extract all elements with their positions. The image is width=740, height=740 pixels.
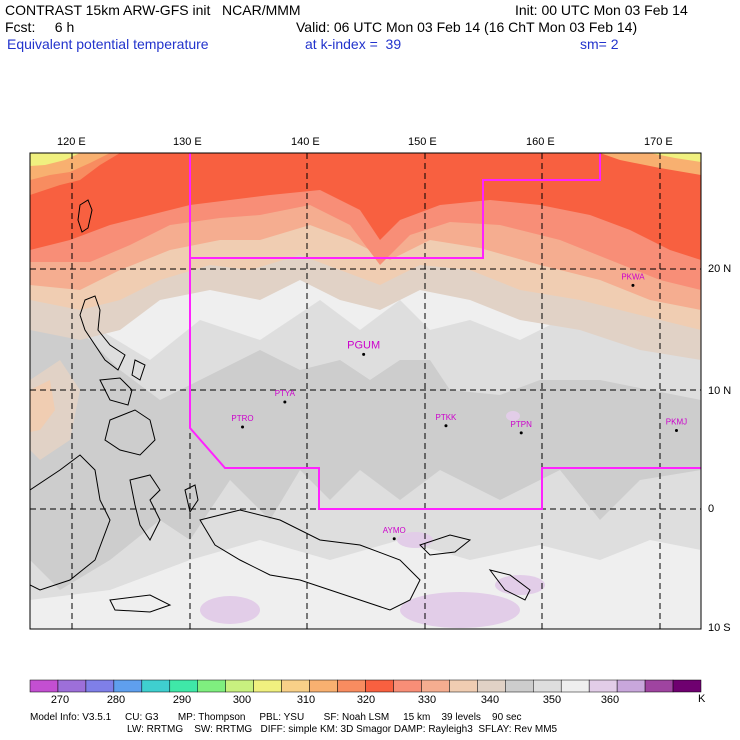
map-frame xyxy=(29,152,702,630)
halmahera-coastline xyxy=(184,484,199,514)
visayas-coastline xyxy=(99,359,146,406)
region-boundary xyxy=(189,153,701,510)
colorbar-label: 310 xyxy=(296,694,316,706)
station-marker xyxy=(674,429,678,433)
valid-time: Valid: 06 UTC Mon 03 Feb 14 (16 ChT Mon … xyxy=(296,19,638,35)
colorbar-swatch xyxy=(141,679,171,693)
station-marker xyxy=(241,425,245,429)
colorbar-swatch xyxy=(672,679,702,693)
colorbar-label: 280 xyxy=(106,694,126,706)
colorbar-swatch xyxy=(616,679,646,693)
solomon-coastline xyxy=(488,569,531,601)
lat-tick: 10 N xyxy=(708,385,732,397)
colorbar-label: 320 xyxy=(356,694,376,706)
taiwan-coastline xyxy=(77,199,93,233)
station-label: PTRO xyxy=(231,414,253,423)
colorbar-swatch xyxy=(337,679,366,693)
model-info-line1: Model Info: V3.5.1 CU: G3 MP: Thompson P… xyxy=(30,712,522,723)
coastlines xyxy=(30,199,531,613)
colorbar-label: 340 xyxy=(480,694,500,706)
colorbar-label: 290 xyxy=(172,694,192,706)
field-band-320 xyxy=(30,153,701,180)
colorbar-label: 360 xyxy=(600,694,620,706)
colorbar-swatch xyxy=(29,679,59,693)
colorbar-swatch xyxy=(57,679,87,693)
forecast-hour: Fcst: 6 h xyxy=(5,19,75,35)
new-guinea-coastline xyxy=(199,509,421,611)
field-band-350 xyxy=(30,290,701,590)
colorbar-swatch xyxy=(365,679,394,693)
lon-tick: 150 E xyxy=(408,136,437,148)
mindanao-coastline xyxy=(104,409,156,456)
station-marker xyxy=(283,400,287,404)
colorbar-swatch xyxy=(421,679,450,693)
init-time: Init: 00 UTC Mon 03 Feb 14 xyxy=(515,2,688,18)
field-patch-340 xyxy=(30,380,55,432)
field-band-360-south xyxy=(30,540,701,629)
lon-tick: 120 E xyxy=(57,136,86,148)
station-label: PTPN xyxy=(511,420,533,429)
field-name: Equivalent potential temperature xyxy=(7,36,209,52)
model-info-line2: LW: RRTMG SW: RRTMG DIFF: simple KM: 3D … xyxy=(127,724,558,735)
station-label: AYMO xyxy=(383,526,406,535)
new-britain-coastline xyxy=(419,534,472,556)
colorbar-label: 300 xyxy=(232,694,252,706)
colorbar-label: 350 xyxy=(542,694,562,706)
colorbar-swatch xyxy=(644,679,674,693)
colorbar-swatch xyxy=(393,679,422,693)
field-patch-365 xyxy=(506,411,520,421)
station-label: PKMJ xyxy=(666,418,687,427)
colorbar xyxy=(29,679,702,693)
colorbar-unit: K xyxy=(698,693,706,705)
colorbar-swatch xyxy=(449,679,478,693)
colorbar-swatch xyxy=(533,679,562,693)
lat-tick: 10 S xyxy=(708,622,731,634)
station-label: PGUM xyxy=(347,339,380,351)
colorbar-swatch xyxy=(505,679,534,693)
colorbar-swatch xyxy=(588,679,618,693)
station-label: PKWA xyxy=(621,272,645,281)
colorbar-swatch xyxy=(477,679,506,693)
lat-tick: 0 xyxy=(708,503,715,515)
theta-e-field xyxy=(30,153,701,629)
station-marker xyxy=(444,424,448,428)
lat-tick: 20 N xyxy=(708,263,732,275)
colorbar-swatch xyxy=(169,679,199,693)
colorbar-swatch xyxy=(85,679,115,693)
station-marker xyxy=(519,431,523,435)
title-line: CONTRAST 15km ARW-GFS init NCAR/MMM xyxy=(5,2,301,18)
colorbar-swatch xyxy=(309,679,338,693)
colorbar-label: 270 xyxy=(50,694,70,706)
lon-tick: 130 E xyxy=(173,136,202,148)
smoothing-label: sm= 2 xyxy=(580,36,619,52)
colorbar-swatch xyxy=(281,679,310,693)
sulawesi-coastline xyxy=(129,474,161,541)
borneo-coastline xyxy=(30,454,111,591)
station-label: PTKK xyxy=(436,413,458,422)
field-patch-365 xyxy=(400,592,520,628)
lon-tick: 160 E xyxy=(526,136,555,148)
colorbar-swatch xyxy=(253,679,282,693)
colorbar-label: 330 xyxy=(417,694,437,706)
lon-tick: 140 E xyxy=(291,136,320,148)
station-layer: PGUM PTYA PTRO PTKK PTPN PKWA PKMJ AYMO xyxy=(231,272,687,541)
colorbar-swatch xyxy=(560,679,590,693)
station-marker xyxy=(362,352,366,356)
station-label: PTYA xyxy=(275,389,296,398)
station-marker xyxy=(631,283,635,287)
colorbar-swatch xyxy=(225,679,254,693)
colorbar-swatch xyxy=(113,679,143,693)
timor-coastline xyxy=(109,594,172,613)
luzon-coastline xyxy=(79,295,126,371)
level-label: at k-index = 39 xyxy=(305,36,402,52)
field-patch-365 xyxy=(200,596,260,624)
lon-tick: 170 E xyxy=(644,136,673,148)
station-marker xyxy=(392,537,396,541)
field-patch-365 xyxy=(495,575,545,595)
colorbar-swatch xyxy=(197,679,226,693)
